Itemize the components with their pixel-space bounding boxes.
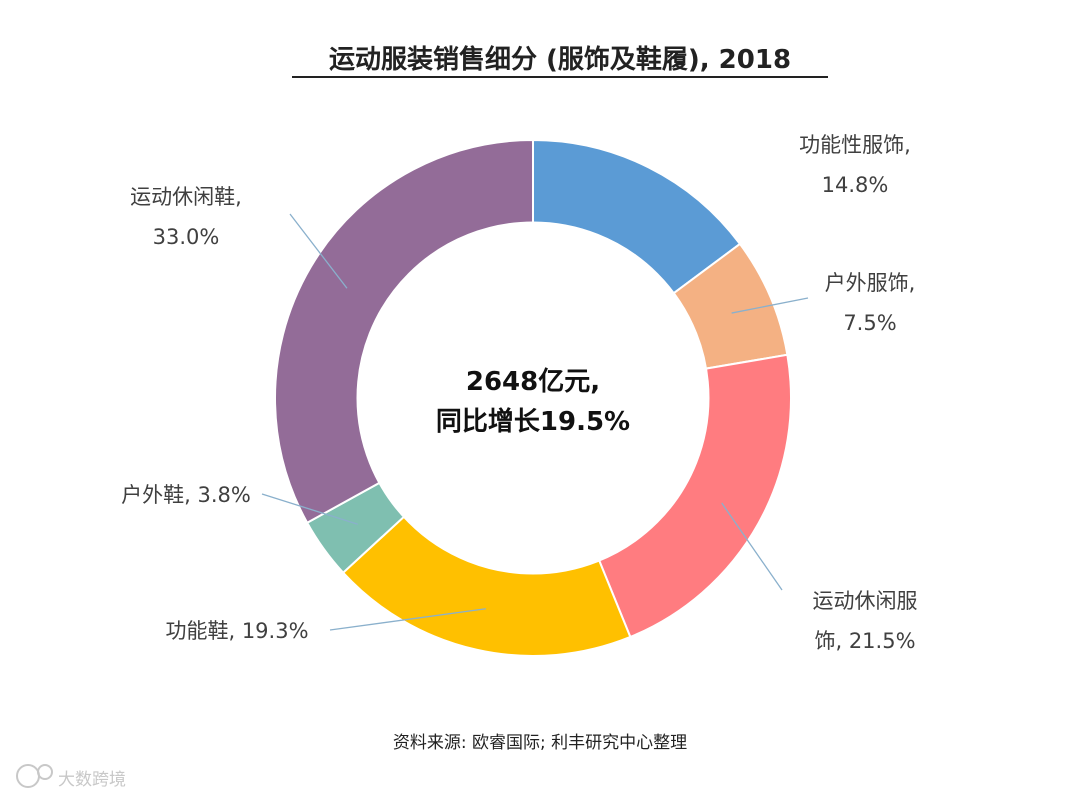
slice-label-5-line-1: 户外鞋, 3.8% — [121, 483, 251, 507]
donut-hole — [385, 250, 681, 546]
slice-label-3-line-2: 饰, 21.5% — [814, 629, 915, 653]
slice-label-1-line-2: 14.8% — [822, 173, 889, 197]
slice-label-4-line-1: 功能鞋, 19.3% — [165, 619, 308, 643]
leader-line-5 — [261, 493, 358, 525]
slice-label-3-line-1: 运动休闲服 — [813, 589, 918, 613]
center-growth: 同比增长19.5% — [436, 406, 630, 437]
leader-line-4 — [329, 608, 486, 631]
inner-separator-ring — [356, 221, 710, 575]
slice-label-6-line-2: 33.0% — [153, 225, 220, 249]
chart-title: 运动服装销售细分 (服饰及鞋履), 2018 — [329, 44, 791, 75]
leader-line-2 — [731, 297, 809, 314]
center-total: 2648亿元, — [466, 367, 600, 397]
watermark-text: 大数跨境 — [58, 770, 126, 790]
leader-lines — [261, 213, 809, 631]
watermark: 大数跨境 — [16, 764, 126, 790]
slice-label-1-line-1: 功能性服饰, — [799, 133, 911, 157]
leader-line-6 — [289, 213, 348, 289]
leader-line-3 — [721, 502, 783, 591]
watermark-logo-icon — [16, 764, 40, 788]
slice-label-6-line-1: 运动休闲鞋, — [130, 185, 242, 209]
slice-label-2-line-1: 户外服饰, — [825, 271, 916, 295]
slice-label-2-line-2: 7.5% — [843, 311, 896, 335]
source-note: 资料来源: 欧睿国际; 利丰研究中心整理 — [393, 733, 687, 753]
